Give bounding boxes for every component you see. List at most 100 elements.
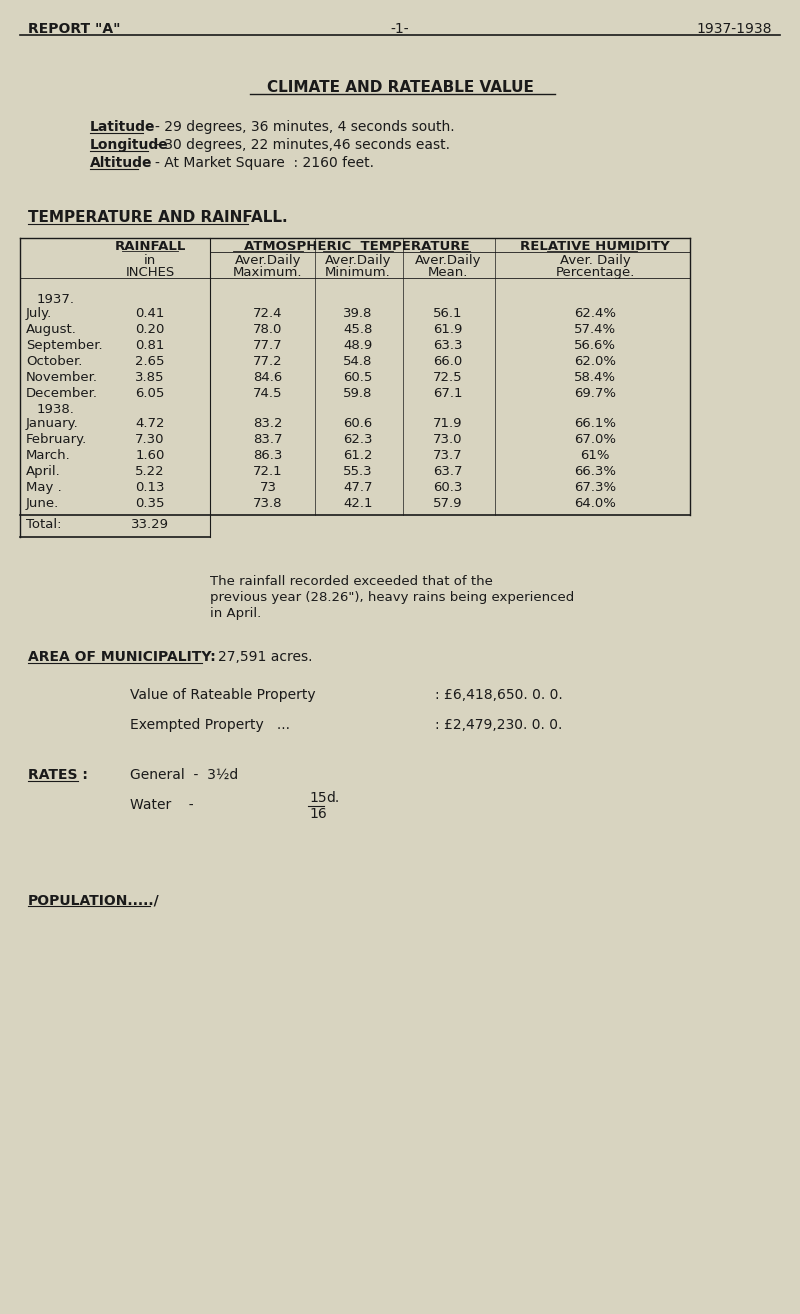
Text: 61.2: 61.2 bbox=[343, 449, 373, 463]
Text: 83.7: 83.7 bbox=[254, 434, 282, 445]
Text: 78.0: 78.0 bbox=[254, 323, 282, 336]
Text: 6.05: 6.05 bbox=[135, 388, 165, 399]
Text: 63.7: 63.7 bbox=[434, 465, 462, 478]
Text: 58.4%: 58.4% bbox=[574, 371, 616, 384]
Text: 72.4: 72.4 bbox=[254, 307, 282, 321]
Text: 63.3: 63.3 bbox=[434, 339, 462, 352]
Text: August.: August. bbox=[26, 323, 77, 336]
Text: Altitude: Altitude bbox=[90, 156, 153, 170]
Text: Exempted Property   ...: Exempted Property ... bbox=[130, 717, 290, 732]
Text: 15: 15 bbox=[309, 791, 326, 805]
Text: 57.4%: 57.4% bbox=[574, 323, 616, 336]
Text: 0.20: 0.20 bbox=[135, 323, 165, 336]
Text: December.: December. bbox=[26, 388, 98, 399]
Text: January.: January. bbox=[26, 417, 78, 430]
Text: Value of Rateable Property: Value of Rateable Property bbox=[130, 689, 316, 702]
Text: June.: June. bbox=[26, 497, 59, 510]
Text: 72.5: 72.5 bbox=[433, 371, 463, 384]
Text: The rainfall recorded exceeded that of the: The rainfall recorded exceeded that of t… bbox=[210, 576, 493, 587]
Text: 73.0: 73.0 bbox=[434, 434, 462, 445]
Text: Maximum.: Maximum. bbox=[234, 265, 302, 279]
Text: - 29 degrees, 36 minutes, 4 seconds south.: - 29 degrees, 36 minutes, 4 seconds sout… bbox=[155, 120, 454, 134]
Text: 27,591 acres.: 27,591 acres. bbox=[218, 650, 313, 664]
Text: 45.8: 45.8 bbox=[343, 323, 373, 336]
Text: October.: October. bbox=[26, 355, 82, 368]
Text: 83.2: 83.2 bbox=[254, 417, 282, 430]
Text: 0.41: 0.41 bbox=[135, 307, 165, 321]
Text: 77.2: 77.2 bbox=[253, 355, 283, 368]
Text: POPULATION...../: POPULATION...../ bbox=[28, 894, 160, 907]
Text: 61%: 61% bbox=[580, 449, 610, 463]
Text: General  -  3½d: General - 3½d bbox=[130, 767, 238, 782]
Text: d.: d. bbox=[326, 791, 339, 805]
Text: 67.0%: 67.0% bbox=[574, 434, 616, 445]
Text: Percentage.: Percentage. bbox=[555, 265, 634, 279]
Text: February.: February. bbox=[26, 434, 87, 445]
Text: 3.85: 3.85 bbox=[135, 371, 165, 384]
Text: 48.9: 48.9 bbox=[343, 339, 373, 352]
Text: Aver.Daily: Aver.Daily bbox=[414, 254, 482, 267]
Text: 62.3: 62.3 bbox=[343, 434, 373, 445]
Text: April.: April. bbox=[26, 465, 61, 478]
Text: 55.3: 55.3 bbox=[343, 465, 373, 478]
Text: : £2,479,230. 0. 0.: : £2,479,230. 0. 0. bbox=[435, 717, 562, 732]
Text: 67.1: 67.1 bbox=[434, 388, 462, 399]
Text: - 30 degrees, 22 minutes,46 seconds east.: - 30 degrees, 22 minutes,46 seconds east… bbox=[155, 138, 450, 152]
Text: 73: 73 bbox=[259, 481, 277, 494]
Text: Water    -: Water - bbox=[130, 798, 202, 812]
Text: 64.0%: 64.0% bbox=[574, 497, 616, 510]
Text: ATMOSPHERIC  TEMPERATURE: ATMOSPHERIC TEMPERATURE bbox=[244, 240, 470, 254]
Text: 71.9: 71.9 bbox=[434, 417, 462, 430]
Text: Aver. Daily: Aver. Daily bbox=[560, 254, 630, 267]
Text: 66.3%: 66.3% bbox=[574, 465, 616, 478]
Text: 56.1: 56.1 bbox=[434, 307, 462, 321]
Text: 66.1%: 66.1% bbox=[574, 417, 616, 430]
Text: 61.9: 61.9 bbox=[434, 323, 462, 336]
Text: AREA OF MUNICIPALITY:: AREA OF MUNICIPALITY: bbox=[28, 650, 216, 664]
Text: July.: July. bbox=[26, 307, 52, 321]
Text: 39.8: 39.8 bbox=[343, 307, 373, 321]
Text: 33.29: 33.29 bbox=[131, 518, 169, 531]
Text: Longitude: Longitude bbox=[90, 138, 169, 152]
Text: 62.4%: 62.4% bbox=[574, 307, 616, 321]
Text: 73.7: 73.7 bbox=[433, 449, 463, 463]
Text: RAINFALL: RAINFALL bbox=[114, 240, 186, 254]
Text: Latitude: Latitude bbox=[90, 120, 155, 134]
Text: RATES :: RATES : bbox=[28, 767, 88, 782]
Text: INCHES: INCHES bbox=[126, 265, 174, 279]
Text: 73.8: 73.8 bbox=[254, 497, 282, 510]
Text: 1937-1938: 1937-1938 bbox=[697, 22, 772, 35]
Text: CLIMATE AND RATEABLE VALUE: CLIMATE AND RATEABLE VALUE bbox=[266, 80, 534, 95]
Text: 0.35: 0.35 bbox=[135, 497, 165, 510]
Text: 77.7: 77.7 bbox=[253, 339, 283, 352]
Text: 69.7%: 69.7% bbox=[574, 388, 616, 399]
Text: Total:: Total: bbox=[26, 518, 62, 531]
Text: 2.65: 2.65 bbox=[135, 355, 165, 368]
Text: Aver.Daily: Aver.Daily bbox=[325, 254, 391, 267]
Text: 47.7: 47.7 bbox=[343, 481, 373, 494]
Text: 74.5: 74.5 bbox=[254, 388, 282, 399]
Text: Mean.: Mean. bbox=[428, 265, 468, 279]
Text: in April.: in April. bbox=[210, 607, 262, 620]
Text: 16: 16 bbox=[309, 807, 326, 821]
Text: RELATIVE HUMIDITY: RELATIVE HUMIDITY bbox=[520, 240, 670, 254]
Text: 59.8: 59.8 bbox=[343, 388, 373, 399]
Text: - At Market Square  : 2160 feet.: - At Market Square : 2160 feet. bbox=[155, 156, 374, 170]
Text: REPORT "A": REPORT "A" bbox=[28, 22, 121, 35]
Text: 42.1: 42.1 bbox=[343, 497, 373, 510]
Text: 60.6: 60.6 bbox=[343, 417, 373, 430]
Text: TEMPERATURE AND RAINFALL.: TEMPERATURE AND RAINFALL. bbox=[28, 210, 288, 225]
Text: 62.0%: 62.0% bbox=[574, 355, 616, 368]
Text: 60.5: 60.5 bbox=[343, 371, 373, 384]
Text: 66.0: 66.0 bbox=[434, 355, 462, 368]
Text: 56.6%: 56.6% bbox=[574, 339, 616, 352]
Text: Aver.Daily: Aver.Daily bbox=[234, 254, 302, 267]
Text: 7.30: 7.30 bbox=[135, 434, 165, 445]
Text: -1-: -1- bbox=[390, 22, 410, 35]
Text: March.: March. bbox=[26, 449, 70, 463]
Text: 57.9: 57.9 bbox=[434, 497, 462, 510]
Text: Minimum.: Minimum. bbox=[325, 265, 391, 279]
Text: 1938.: 1938. bbox=[37, 403, 75, 417]
Text: 0.81: 0.81 bbox=[135, 339, 165, 352]
Text: May .: May . bbox=[26, 481, 62, 494]
